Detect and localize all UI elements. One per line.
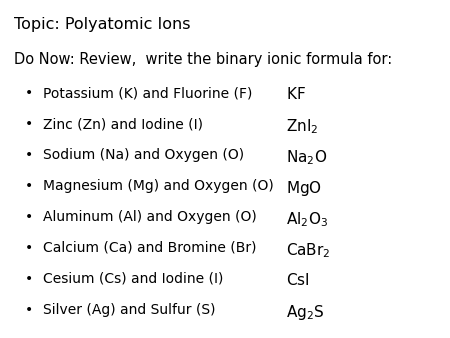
Text: •: •: [25, 210, 33, 224]
Text: Calcium (Ca) and Bromine (Br): Calcium (Ca) and Bromine (Br): [43, 241, 256, 255]
Text: $\mathrm{Al}_{2}\mathrm{O}_{3}$: $\mathrm{Al}_{2}\mathrm{O}_{3}$: [286, 210, 328, 228]
Text: $\mathrm{Ag}_{2}\mathrm{S}$: $\mathrm{Ag}_{2}\mathrm{S}$: [286, 303, 324, 322]
Text: $\mathrm{KF}$: $\mathrm{KF}$: [286, 86, 306, 102]
Text: $\mathrm{CaBr}_{2}$: $\mathrm{CaBr}_{2}$: [286, 241, 330, 260]
Text: •: •: [25, 86, 33, 100]
Text: Magnesium (Mg) and Oxygen (O): Magnesium (Mg) and Oxygen (O): [43, 179, 274, 193]
Text: $\mathrm{ZnI}_{2}$: $\mathrm{ZnI}_{2}$: [286, 117, 318, 136]
Text: $\mathrm{Na}_{2}\mathrm{O}$: $\mathrm{Na}_{2}\mathrm{O}$: [286, 148, 327, 167]
Text: Topic: Polyatomic Ions: Topic: Polyatomic Ions: [14, 17, 190, 32]
Text: Silver (Ag) and Sulfur (S): Silver (Ag) and Sulfur (S): [43, 303, 215, 317]
Text: •: •: [25, 179, 33, 193]
Text: •: •: [25, 117, 33, 131]
Text: •: •: [25, 148, 33, 162]
Text: Potassium (K) and Fluorine (F): Potassium (K) and Fluorine (F): [43, 86, 252, 100]
Text: Do Now: Review,  write the binary ionic formula for:: Do Now: Review, write the binary ionic f…: [14, 52, 392, 67]
Text: Zinc (Zn) and Iodine (I): Zinc (Zn) and Iodine (I): [43, 117, 203, 131]
Text: Cesium (Cs) and Iodine (I): Cesium (Cs) and Iodine (I): [43, 272, 223, 286]
Text: •: •: [25, 303, 33, 317]
Text: •: •: [25, 272, 33, 286]
Text: $\mathrm{CsI}$: $\mathrm{CsI}$: [286, 272, 309, 288]
Text: Sodium (Na) and Oxygen (O): Sodium (Na) and Oxygen (O): [43, 148, 244, 162]
Text: Aluminum (Al) and Oxygen (O): Aluminum (Al) and Oxygen (O): [43, 210, 256, 224]
Text: $\mathrm{MgO}$: $\mathrm{MgO}$: [286, 179, 322, 198]
Text: •: •: [25, 241, 33, 255]
